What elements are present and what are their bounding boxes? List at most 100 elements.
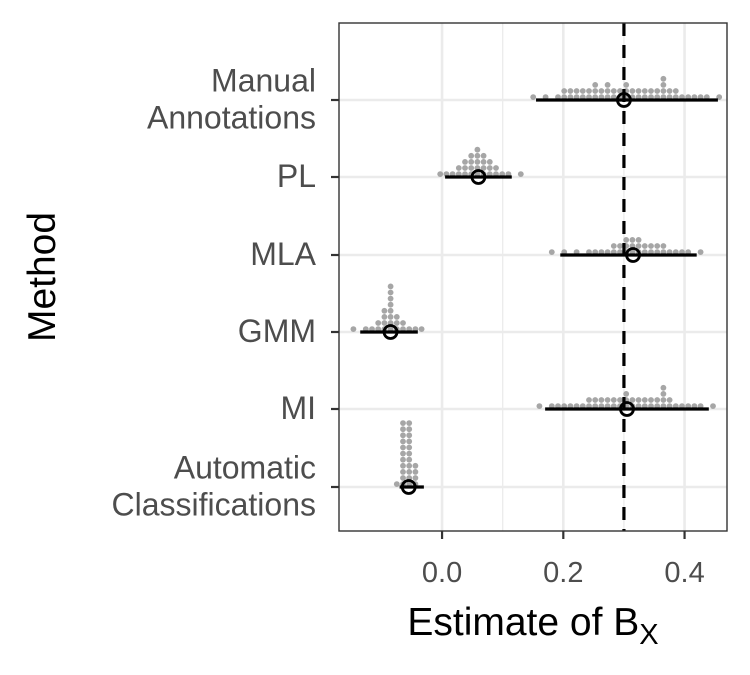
data-point <box>666 397 673 403</box>
data-point <box>654 243 661 249</box>
data-point <box>610 88 617 94</box>
data-point <box>629 237 636 243</box>
data-point <box>375 320 382 326</box>
data-point <box>400 456 406 463</box>
data-point <box>387 283 394 290</box>
data-point <box>536 403 543 409</box>
data-point <box>400 444 406 451</box>
category-label-line: Automatic <box>174 450 316 486</box>
data-point <box>381 320 388 326</box>
x-tick-label: 0.4 <box>664 557 704 589</box>
data-point <box>666 88 673 94</box>
data-point <box>381 314 388 320</box>
data-point <box>387 295 394 302</box>
data-point <box>660 75 667 82</box>
data-point <box>480 165 487 171</box>
estimate-layer <box>360 92 718 495</box>
category-label-line: MI <box>280 390 316 426</box>
x-axis-title-main: Estimate of B <box>407 601 639 644</box>
data-point <box>406 420 413 426</box>
points-layer <box>350 75 723 487</box>
data-point <box>406 432 413 439</box>
labels-layer: 0.0 0.2 0.4 Manual Annotations PL MLA GMM MI Auto… <box>111 63 704 590</box>
data-point <box>623 391 630 397</box>
estimate-point-4 <box>619 401 635 417</box>
data-point <box>468 152 475 159</box>
data-point <box>400 462 406 469</box>
data-point <box>400 432 406 439</box>
category-label-line: Classifications <box>111 487 316 523</box>
estimate-point-3 <box>382 324 399 340</box>
category-label: PL <box>277 158 316 194</box>
data-point <box>406 469 413 475</box>
dotplot-1 <box>437 146 524 178</box>
estimate-point-1 <box>470 169 487 185</box>
ticks-layer <box>331 98 686 539</box>
data-point <box>393 320 400 326</box>
category-label-line: Manual <box>211 63 316 99</box>
data-point <box>393 314 400 320</box>
data-point <box>592 82 599 88</box>
data-point <box>412 475 419 481</box>
data-point <box>660 391 667 397</box>
data-point <box>486 165 493 171</box>
category-label-line: MLA <box>250 236 316 272</box>
data-point <box>400 438 406 445</box>
data-point <box>586 88 592 94</box>
category-label: GMM <box>238 313 316 349</box>
data-point <box>604 82 611 88</box>
data-point <box>592 397 599 403</box>
data-point <box>548 249 555 256</box>
data-point <box>387 289 394 296</box>
data-point <box>412 462 419 469</box>
data-point <box>400 450 406 457</box>
data-point <box>561 88 568 94</box>
data-point <box>468 159 475 165</box>
data-point <box>598 397 605 403</box>
data-point <box>493 165 499 171</box>
dotplot-0 <box>530 75 723 100</box>
data-point <box>462 159 468 165</box>
data-point <box>406 438 413 445</box>
data-point <box>400 320 406 326</box>
data-point <box>462 165 468 171</box>
data-point <box>400 475 406 481</box>
data-point <box>400 469 406 475</box>
data-point <box>567 88 574 94</box>
data-point <box>486 159 493 165</box>
data-point <box>437 171 444 178</box>
data-point <box>629 397 636 403</box>
estimate-point-2 <box>625 247 641 263</box>
data-point <box>672 88 679 94</box>
data-point <box>635 397 642 403</box>
data-point <box>592 88 599 94</box>
data-point <box>623 237 630 243</box>
data-point <box>660 88 667 94</box>
data-point <box>586 397 592 403</box>
category-label-line: PL <box>277 158 316 194</box>
data-point <box>629 88 636 94</box>
x-axis-title: Estimate of BX <box>407 601 658 651</box>
data-point <box>610 397 617 403</box>
data-point <box>387 301 394 308</box>
estimate-point-5 <box>400 479 417 495</box>
category-label: Automatic Classifications <box>111 450 316 523</box>
data-point <box>660 384 667 391</box>
data-point <box>654 88 661 94</box>
category-label: MI <box>280 390 316 426</box>
y-axis-title: Method <box>21 212 64 342</box>
data-point <box>455 165 462 171</box>
data-point <box>480 152 487 159</box>
data-point <box>418 326 425 332</box>
data-point <box>617 397 623 403</box>
data-point <box>648 243 654 249</box>
data-point <box>573 88 580 94</box>
data-point <box>710 403 716 409</box>
data-point <box>530 94 537 100</box>
data-point <box>474 146 481 153</box>
data-point <box>468 165 475 171</box>
category-label: Manual Annotations <box>147 63 316 136</box>
data-point <box>641 397 648 403</box>
data-point <box>400 426 406 433</box>
